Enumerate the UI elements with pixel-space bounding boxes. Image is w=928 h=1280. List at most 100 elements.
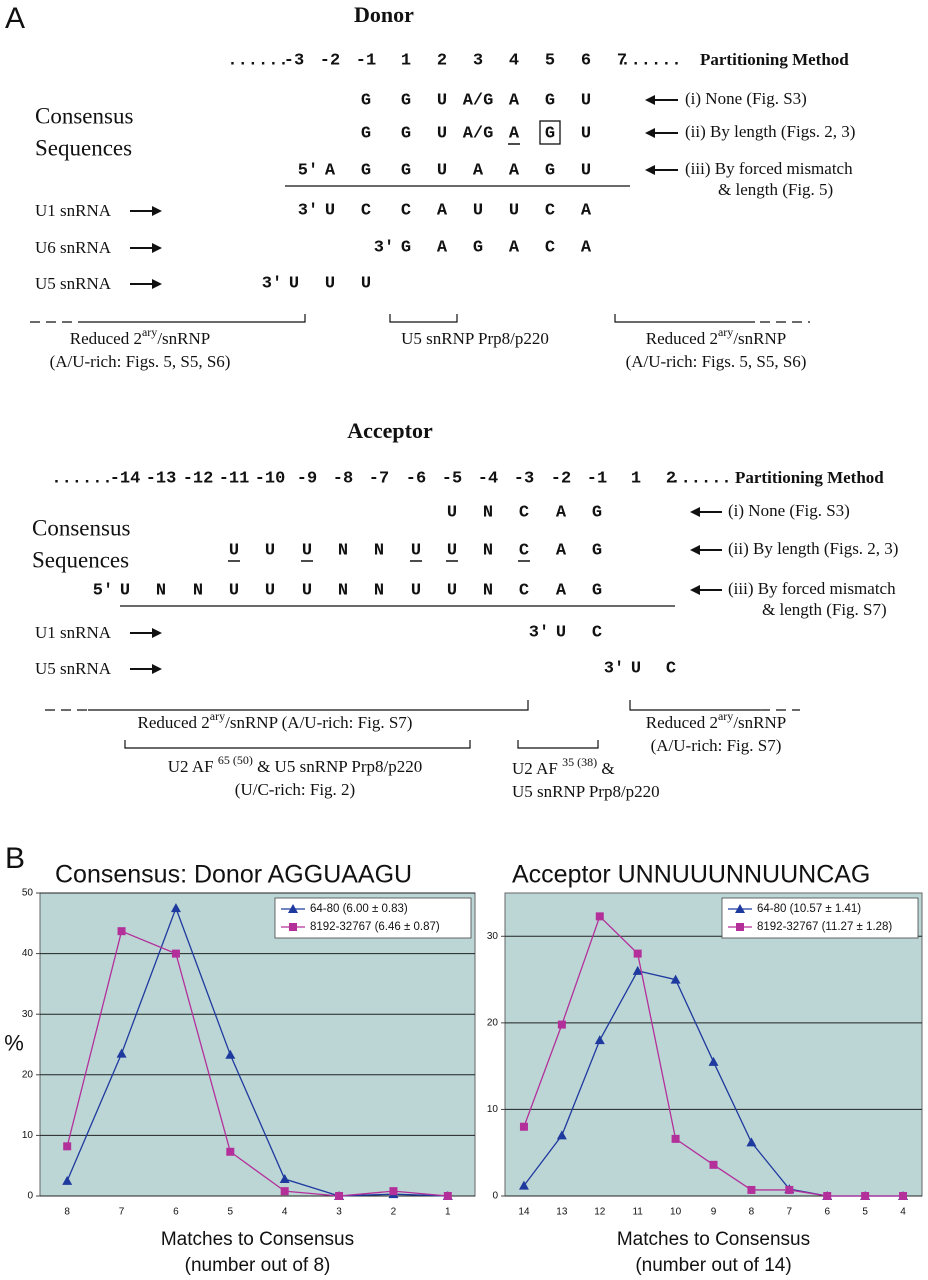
annotation: (A/U-rich: Fig. S7) [651, 736, 782, 755]
superscript: 35 (38) [562, 755, 597, 769]
strand-end: 3′ [374, 238, 394, 257]
x-tick-label: 7 [119, 1207, 125, 1218]
position-label: -14 [110, 469, 141, 488]
nucleotide: A [509, 124, 520, 143]
legend-box [274, 897, 472, 939]
nucleotide: U [437, 91, 447, 110]
arrow-head [152, 664, 162, 674]
method: (i) None (Fig. S3) [685, 89, 807, 108]
text-part: /snRNP [733, 713, 786, 732]
rna-label: U5 snRNA [35, 659, 112, 678]
position-label: 7 [617, 51, 627, 70]
nucleotide: U [265, 581, 275, 600]
x-tick-label: 7 [787, 1207, 793, 1218]
method: (i) None (Fig. S3) [728, 501, 850, 520]
arrow-head [690, 585, 700, 595]
nucleotide: U [631, 659, 641, 678]
strand-end: 3′ [298, 201, 318, 220]
nucleotide: A [509, 91, 520, 110]
y-axis-label: % [4, 1030, 24, 1055]
marker [279, 1174, 290, 1184]
x-tick-label: 4 [282, 1207, 288, 1218]
marker [594, 1035, 605, 1045]
nucleotide: A [509, 161, 520, 180]
nucleotide: C [592, 623, 602, 642]
nucleotide: N [374, 581, 384, 600]
text-part: (A/U-rich: Figs. 5, S5, S6) [626, 352, 807, 371]
nucleotide: U [509, 201, 519, 220]
nucleotide: C [666, 659, 676, 678]
box [539, 120, 561, 145]
nucleotide: U [437, 124, 447, 143]
text-part: U5 snRNP Prp8/p220 [401, 329, 549, 348]
nucleotide: G [361, 161, 371, 180]
nucleotide: C [519, 581, 529, 600]
nucleotide: U [325, 274, 335, 293]
marker [280, 1187, 289, 1196]
bracket [389, 314, 458, 323]
position-label: 2 [437, 51, 447, 70]
nucleotide: N [483, 581, 493, 600]
legend-label: 64-80 (10.57 ± 1.41) [757, 903, 861, 915]
bracket [614, 314, 755, 323]
bracket [629, 700, 760, 711]
arrow-head [690, 545, 700, 555]
x-tick-label: 8 [64, 1207, 70, 1218]
arrow-head [152, 628, 162, 638]
nucleotide: G [361, 91, 371, 110]
nucleotide: U [229, 541, 239, 560]
rna-label: U1 snRNA [35, 623, 112, 642]
arrow-head [690, 507, 700, 517]
x-axis-label: (number out of 14) [635, 1255, 791, 1276]
x-tick-label: 11 [632, 1207, 643, 1218]
nucleotide: U [120, 581, 130, 600]
y-tick-label: 50 [22, 888, 34, 899]
y-tick-label: 0 [492, 1191, 498, 1202]
x-tick-label: 10 [670, 1207, 682, 1218]
text-part: & U5 snRNP Prp8/p220 [253, 757, 422, 776]
nucleotide: C [361, 201, 371, 220]
rna-label: U1 snRNA [35, 201, 112, 220]
plot-area [39, 892, 476, 1197]
y-tick-label: 10 [22, 1130, 34, 1141]
x-tick-label: 3 [336, 1207, 342, 1218]
superscript: ary [142, 325, 157, 339]
position-label: 4 [509, 51, 519, 70]
y-tick-label: 20 [487, 1017, 499, 1028]
legend-label: 8192-32767 (11.27 ± 1.28) [757, 921, 892, 933]
nucleotide: G [545, 124, 555, 143]
method: & length (Fig. 5) [718, 180, 833, 199]
marker [62, 1175, 73, 1185]
position-label: -3 [514, 469, 534, 488]
text-part: Reduced 2 [70, 329, 142, 348]
marker [708, 1056, 719, 1066]
consensus-label: Sequences [32, 547, 129, 572]
annotation: (A/U-rich: Figs. 5, S5, S6) [50, 352, 231, 371]
marker [556, 1130, 567, 1140]
position-label: -8 [333, 469, 353, 488]
annotation: Reduced 2ary/snRNP [70, 325, 210, 348]
text-part: U5 snRNP Prp8/p220 [512, 782, 660, 801]
y-tick-label: 30 [487, 931, 499, 942]
position-label: -10 [255, 469, 286, 488]
legend-marker [288, 904, 298, 913]
nucleotide: G [401, 124, 411, 143]
panel-label: B [5, 842, 25, 875]
bracket [88, 700, 529, 711]
nucleotide: U [289, 274, 299, 293]
y-tick-label: 40 [22, 948, 34, 959]
position-label: 6 [581, 51, 591, 70]
method-header: Partitioning Method [735, 468, 884, 487]
position-label: -5 [442, 469, 462, 488]
position-label: -1 [587, 469, 607, 488]
x-tick-label: 5 [228, 1207, 234, 1218]
nucleotide: U [581, 91, 591, 110]
nucleotide: G [401, 91, 411, 110]
nucleotide: U [411, 581, 421, 600]
position-label: 3 [473, 51, 483, 70]
position-dots: ...... [620, 51, 681, 70]
marker [171, 949, 180, 958]
method-header: Partitioning Method [700, 50, 849, 69]
text-part: (U/C-rich: Fig. 2) [235, 780, 355, 799]
x-axis-label: Matches to Consensus [161, 1229, 354, 1250]
